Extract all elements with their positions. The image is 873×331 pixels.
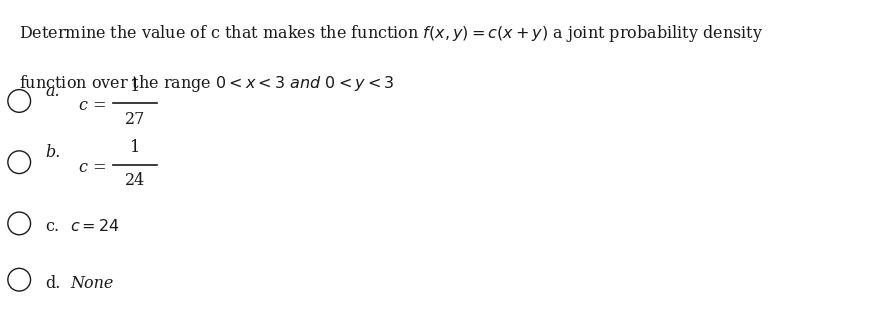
Text: 24: 24 xyxy=(125,172,146,189)
Text: b.: b. xyxy=(45,144,61,161)
Text: Determine the value of c that makes the function $f(x, y) = c(x + y)$ a joint pr: Determine the value of c that makes the … xyxy=(19,23,763,44)
Text: a.: a. xyxy=(45,82,60,100)
Text: c =: c = xyxy=(79,97,107,115)
Text: c =: c = xyxy=(79,159,107,176)
Text: c.: c. xyxy=(45,218,59,235)
Text: 27: 27 xyxy=(125,111,146,128)
Text: $c = 24$: $c = 24$ xyxy=(70,218,120,235)
Text: d.: d. xyxy=(45,274,61,292)
Text: None: None xyxy=(70,274,113,292)
Text: 1: 1 xyxy=(130,139,141,156)
Text: 1: 1 xyxy=(130,77,141,95)
Text: function over the range $0 < x < 3$ $\mathit{and}$ $0 < y < 3$: function over the range $0 < x < 3$ $\ma… xyxy=(19,73,395,94)
